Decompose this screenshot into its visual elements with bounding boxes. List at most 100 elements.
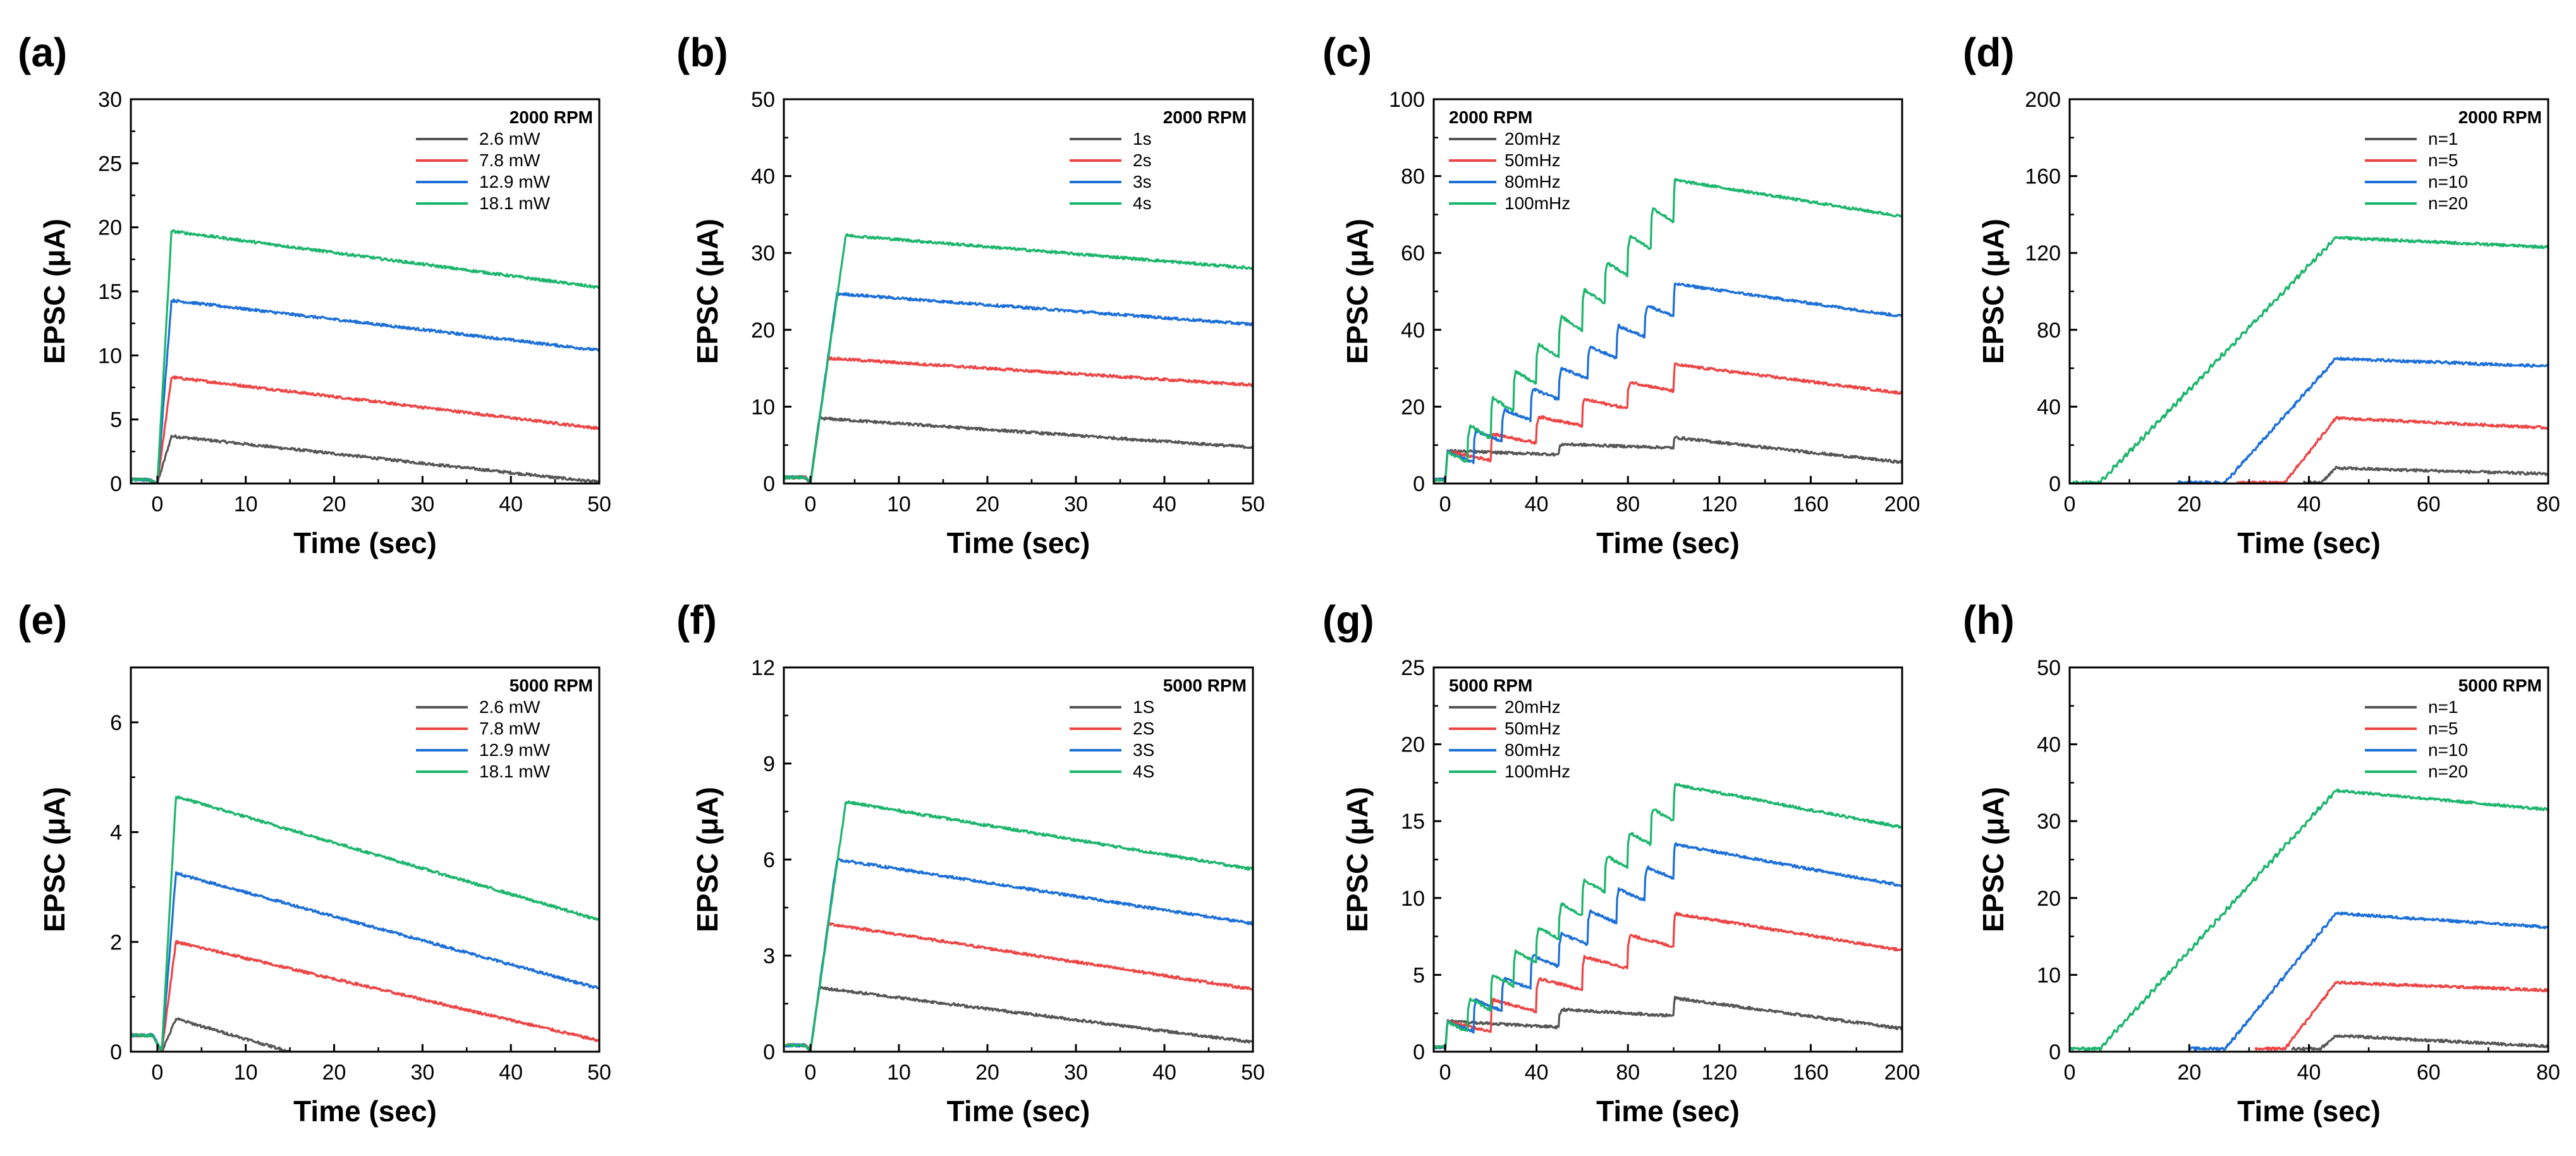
- y-axis-title: EPSC (μA): [38, 787, 71, 932]
- series-line-4s: [784, 233, 1253, 484]
- chart-panel-f: (f) 0 10 20 30 40 50 0 3 6 9 12 Time (sec) EPSC (μA) 5…: [676, 597, 1265, 1128]
- y-tick-label: 6: [763, 848, 775, 872]
- legend-label: 4S: [1133, 762, 1154, 781]
- legend-label: 7.8 mW: [479, 719, 540, 738]
- panel-letter: (g): [1322, 597, 1374, 643]
- x-tick-label: 20: [2177, 1061, 2201, 1085]
- x-tick-label: 0: [1439, 1061, 1451, 1085]
- legend-title: 5000 RPM: [2458, 676, 2542, 695]
- y-tick-label: 200: [2025, 88, 2061, 112]
- y-tick-label: 20: [2037, 887, 2061, 911]
- panel-letter: (e): [18, 597, 67, 643]
- y-tick-label: 30: [751, 241, 775, 265]
- x-axis-title: Time (sec): [293, 526, 437, 559]
- series-line-50mhz: [1434, 362, 1902, 482]
- panel-letter: (f): [676, 597, 717, 643]
- legend-label: 20mHz: [1505, 697, 1561, 717]
- legend-label: n=10: [2428, 172, 2468, 192]
- series-line-3s: [784, 291, 1253, 484]
- panel-letter: (b): [676, 30, 728, 75]
- series-line-n=5: [2254, 980, 2548, 1051]
- chart-panel-c: (c) 0 40 80 120 160 200 0 20 40 60 80 100 Time (sec) E…: [1322, 30, 1920, 559]
- legend-label: n=1: [2428, 697, 2458, 717]
- series-lines: [1434, 178, 1902, 482]
- x-tick-label: 50: [587, 1061, 611, 1085]
- x-tick-label: 10: [887, 1061, 911, 1085]
- x-tick-label: 30: [1064, 1061, 1088, 1085]
- panel-letter: (c): [1322, 30, 1372, 75]
- x-tick-label: 40: [2297, 1061, 2321, 1085]
- x-tick-label: 40: [1525, 1061, 1549, 1085]
- plot-frame: [2068, 98, 2549, 485]
- legend-label: 80mHz: [1505, 740, 1561, 760]
- y-tick-label: 0: [110, 1040, 122, 1064]
- x-tick-label: 80: [1616, 492, 1640, 516]
- x-tick-label: 80: [2536, 1061, 2560, 1085]
- series-line-20mhz: [1434, 435, 1902, 482]
- y-axis-title: EPSC (μA): [1341, 787, 1374, 932]
- y-tick-label: 0: [110, 472, 122, 496]
- x-tick-label: 20: [2177, 492, 2201, 516]
- x-tick-label: 80: [1616, 1061, 1640, 1085]
- x-tick-label: 160: [1793, 492, 1829, 516]
- y-tick-label: 80: [1401, 165, 1425, 189]
- x-tick-label: 0: [2064, 492, 2076, 516]
- series-line-n=20: [2070, 788, 2548, 1052]
- x-tick-label: 0: [151, 492, 163, 516]
- y-tick-label: 9: [763, 752, 775, 776]
- series-line-80mhz: [1434, 282, 1902, 482]
- x-tick-label: 50: [1241, 1061, 1265, 1085]
- x-tick-label: 160: [1793, 1061, 1829, 1085]
- series-line-n=10: [2176, 356, 2548, 484]
- legend: 5000 RPM 20mHz 50mHz 80mHz 100mHz: [1449, 676, 1570, 781]
- x-axis-title: Time (sec): [1596, 1095, 1740, 1128]
- series-line-12.9-mw: [131, 298, 599, 484]
- legend-label: 50mHz: [1505, 719, 1561, 738]
- series-lines: [1434, 782, 1902, 1050]
- y-tick-label: 15: [1401, 810, 1425, 834]
- series-lines: [2070, 788, 2548, 1052]
- y-tick-label: 30: [2037, 810, 2061, 834]
- series-line-n=5: [2236, 416, 2548, 484]
- x-tick-label: 80: [2536, 492, 2560, 516]
- legend-label: 100mHz: [1505, 193, 1570, 213]
- x-tick-label: 30: [410, 1061, 434, 1085]
- legend-label: 1S: [1133, 697, 1154, 717]
- x-tick-label: 60: [2417, 1061, 2441, 1085]
- chart-panel-g: (g) 0 40 80 120 160 200 0 5 10 15 20 25 Time (sec) EPS…: [1322, 597, 1920, 1128]
- x-tick-label: 0: [1439, 492, 1451, 516]
- series-line-n=20: [2070, 236, 2548, 484]
- panel-letter: (h): [1963, 597, 2015, 643]
- y-tick-label: 15: [98, 280, 122, 304]
- x-tick-label: 0: [805, 492, 817, 516]
- y-tick-label: 120: [2025, 241, 2061, 265]
- series-line-20mhz: [1434, 995, 1902, 1050]
- x-tick-label: 200: [1884, 1061, 1920, 1085]
- x-tick-label: 0: [805, 1061, 817, 1085]
- y-tick-label: 10: [2037, 963, 2061, 987]
- legend-label: 2S: [1133, 719, 1154, 738]
- chart-panel-b: (b) 0 10 20 30 40 50 0 10 20 30 40 50 Time (sec) EPSC …: [676, 30, 1265, 559]
- series-line-2s: [784, 922, 1253, 1052]
- x-tick-label: 120: [1701, 492, 1737, 516]
- y-tick-label: 12: [751, 656, 775, 680]
- y-tick-label: 20: [1401, 395, 1425, 419]
- series-lines: [784, 800, 1253, 1052]
- x-tick-label: 0: [2064, 1061, 2076, 1085]
- x-tick-label: 60: [2417, 492, 2441, 516]
- legend-label: n=20: [2428, 762, 2468, 781]
- series-line-n=1: [2302, 466, 2548, 484]
- x-tick-label: 30: [1064, 492, 1088, 516]
- series-line-50mhz: [1434, 911, 1902, 1050]
- x-tick-label: 20: [322, 492, 346, 516]
- legend-label: 50mHz: [1505, 150, 1561, 170]
- x-tick-label: 20: [975, 492, 999, 516]
- y-tick-label: 80: [2037, 319, 2061, 343]
- y-tick-label: 25: [1401, 656, 1425, 680]
- y-tick-label: 20: [98, 216, 122, 240]
- y-tick-label: 100: [1389, 88, 1425, 112]
- y-tick-label: 0: [1413, 1040, 1425, 1064]
